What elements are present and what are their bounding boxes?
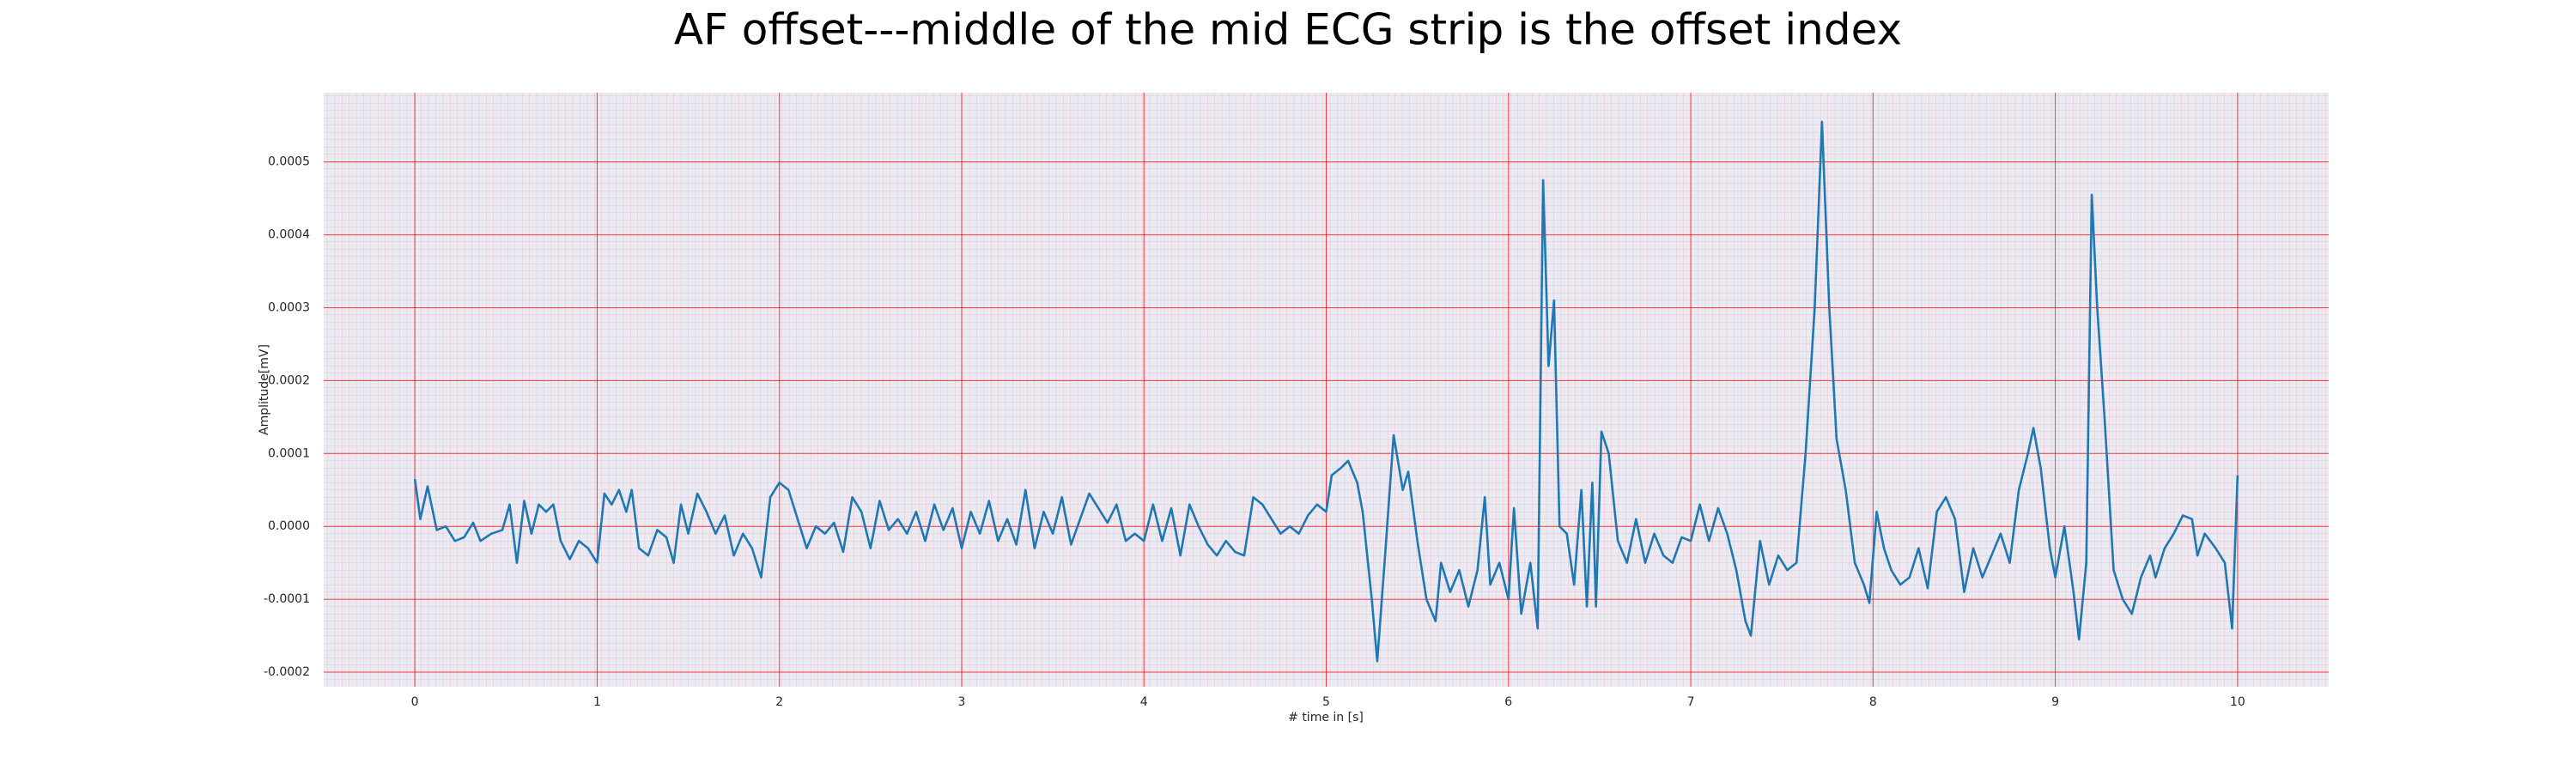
x-tick-label: 5 (1322, 695, 1330, 709)
chart-title: AF offset---middle of the mid ECG strip … (674, 5, 1902, 55)
x-tick-label: 6 (1504, 695, 1512, 709)
y-tick-label: 0.0003 (268, 300, 310, 314)
y-tick-label: 0.0004 (268, 228, 310, 242)
x-axis-label: # time in [s] (1288, 711, 1364, 724)
line-series (413, 120, 2239, 663)
y-tick-label: 0.0002 (268, 373, 310, 387)
x-tick-label: 8 (1869, 695, 1877, 709)
y-tick-label: 0.0005 (268, 155, 310, 169)
y-axis-label: Amplitude[mV] (258, 344, 271, 435)
x-tick-label: 1 (593, 695, 601, 709)
x-tick-label: 3 (957, 695, 965, 709)
y-tick-label: 0.0001 (268, 446, 310, 460)
y-tick-label: -0.0001 (264, 592, 310, 606)
x-tick-label: 4 (1140, 695, 1148, 709)
y-tick-label: 0.0000 (268, 519, 310, 533)
x-tick-label: 9 (2051, 695, 2059, 709)
x-tick-label: 7 (1687, 695, 1695, 709)
x-tick-label: 10 (2230, 695, 2245, 709)
y-tick-label: -0.0002 (264, 665, 310, 679)
x-tick-label: 2 (775, 695, 783, 709)
x-tick-label: 0 (411, 695, 419, 709)
